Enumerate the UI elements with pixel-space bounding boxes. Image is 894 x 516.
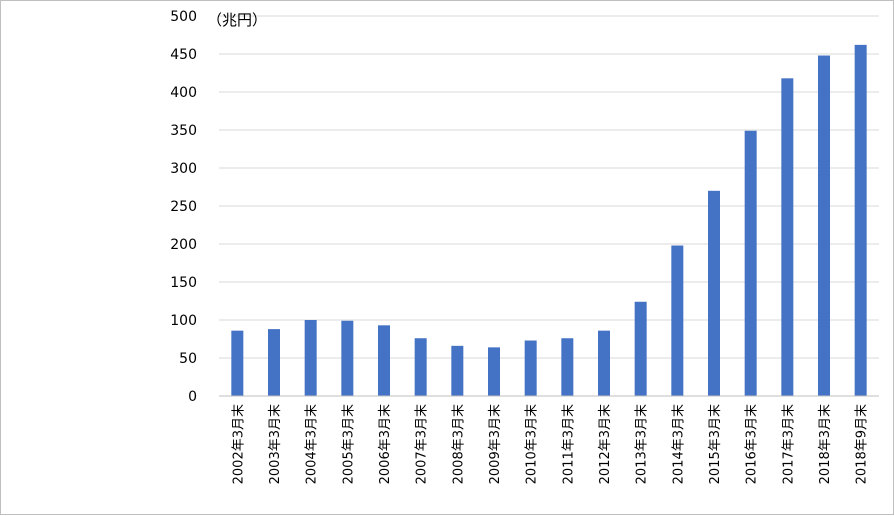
bar — [524, 340, 537, 396]
x-tick-label: 2014年3月末 — [671, 404, 686, 484]
bar — [634, 301, 647, 396]
x-tick-label: 2006年3月末 — [378, 404, 393, 484]
y-tick-label: 200 — [170, 237, 197, 253]
y-tick-label: 150 — [170, 275, 197, 291]
x-tick-label: 2015年3月末 — [708, 404, 723, 484]
bar — [378, 325, 390, 396]
bar — [671, 245, 684, 396]
y-tick-label: 300 — [170, 161, 197, 177]
x-tick-label: 2011年3月末 — [561, 404, 576, 484]
x-tick-label: 2004年3月末 — [305, 404, 320, 484]
x-axis-category-labels: 2002年3月末 2003年3月末 2004年3月末 2005年3月末 2006年3月末… — [231, 404, 869, 484]
y-tick-label: 400 — [170, 85, 197, 101]
y-tick-label: 50 — [179, 351, 197, 367]
bar — [744, 130, 757, 396]
x-tick-label: 2016年3月末 — [745, 404, 760, 484]
x-tick-label: 2007年3月末 — [415, 404, 430, 484]
bar — [268, 329, 280, 396]
y-tick-label: 500 — [170, 9, 197, 25]
bar — [818, 55, 830, 397]
x-tick-label: 2009年3月末 — [488, 404, 503, 484]
y-tick-label: 350 — [170, 123, 197, 139]
bar — [304, 320, 317, 396]
y-tick-label: 0 — [188, 389, 197, 405]
y-tick-label: 100 — [170, 313, 197, 329]
x-tick-label: 2018年9月末 — [855, 404, 870, 484]
bar — [451, 345, 464, 396]
bar — [488, 347, 500, 396]
bar — [341, 320, 354, 396]
bar — [414, 338, 427, 396]
x-tick-label: 2005年3月末 — [341, 404, 356, 484]
bar — [231, 330, 244, 396]
x-tick-label: 2018年3月末 — [818, 404, 833, 484]
x-tick-label: 2003年3月末 — [268, 404, 283, 484]
gridlines — [219, 15, 879, 359]
bars — [231, 44, 867, 397]
x-tick-label: 2008年3月末 — [451, 404, 466, 484]
x-tick-label: 2017年3月末 — [781, 404, 796, 484]
y-axis-unit-label: （兆円） — [207, 11, 267, 29]
bar — [781, 78, 794, 396]
bar — [708, 190, 720, 396]
y-axis-ticks: 0 50 100 150 200 250 300 350 400 450 500 — [170, 9, 197, 405]
bar — [561, 338, 574, 396]
y-tick-label: 450 — [170, 47, 197, 63]
y-tick-label: 250 — [170, 199, 197, 215]
x-tick-label: 2013年3月末 — [635, 404, 650, 484]
bar — [598, 330, 610, 396]
x-tick-label: 2012年3月末 — [598, 404, 613, 484]
bar — [854, 44, 867, 396]
x-tick-label: 2002年3月末 — [231, 404, 246, 484]
x-tick-label: 2010年3月末 — [525, 404, 540, 484]
